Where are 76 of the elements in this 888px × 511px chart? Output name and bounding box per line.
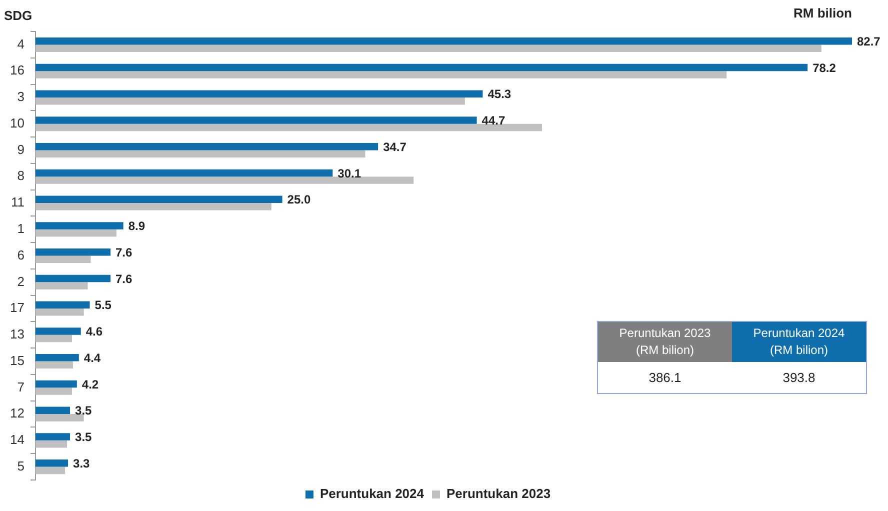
table-header-cell: Peruntukan 2024 (RM bilion)	[732, 322, 866, 362]
bar	[35, 414, 84, 422]
bar	[35, 248, 110, 256]
bar	[35, 169, 333, 177]
data-label: 82.7	[857, 34, 881, 48]
data-label: 7.6	[116, 272, 133, 286]
bar	[35, 150, 366, 158]
table-header-cell: Peruntukan 2023 (RM bilion)	[598, 322, 732, 362]
annotation: 386.1	[648, 369, 682, 387]
bar	[35, 176, 414, 184]
y-tick-label: 9	[17, 142, 24, 157]
bar	[35, 380, 77, 388]
bar	[35, 124, 542, 132]
y-tick-label: 2	[17, 274, 24, 289]
bar	[35, 328, 81, 335]
data-label: 3.3	[73, 456, 90, 470]
data-label: 7.6	[116, 245, 133, 260]
bar	[35, 71, 727, 78]
bar	[35, 196, 282, 204]
data-label: 78.2	[812, 60, 836, 75]
bar	[35, 388, 72, 395]
y-tick-label: 14	[10, 432, 24, 448]
bar	[35, 354, 79, 362]
data-label: 45.3	[488, 87, 512, 102]
data-label: 4.2	[82, 377, 99, 392]
y-tick-label: 11	[10, 194, 24, 210]
y-tick-label: 7	[17, 379, 24, 394]
y-axis-title: SDG	[4, 8, 32, 23]
y-tick-label: 10	[10, 115, 24, 130]
x-axis-title: RM bilion	[794, 5, 852, 20]
bar	[35, 143, 378, 150]
bar	[35, 222, 124, 230]
data-label: 25.0	[287, 192, 311, 207]
data-label: 30.1	[338, 166, 362, 180]
bar	[35, 406, 70, 414]
data-label: 4.4	[84, 350, 101, 365]
y-tick-label: 5	[17, 458, 24, 474]
bar	[35, 98, 465, 105]
bar	[35, 440, 68, 448]
data-label: 34.7	[383, 140, 407, 154]
bar	[35, 44, 822, 52]
y-tick-label: 16	[10, 62, 24, 78]
bar	[35, 38, 852, 45]
bar	[35, 90, 483, 98]
y-tick-label: 13	[10, 326, 24, 342]
y-tick-label: 15	[10, 352, 24, 368]
y-tick-label: 4	[17, 36, 24, 52]
y-tick-label: 6	[17, 247, 24, 262]
bar	[35, 282, 88, 290]
data-label: 4.6	[86, 324, 103, 339]
bar	[35, 433, 70, 440]
y-tick-label: 12	[10, 406, 24, 421]
bar	[35, 460, 68, 467]
data-label: 3.5	[75, 430, 92, 444]
data-label: 5.5	[94, 298, 112, 312]
bar	[35, 466, 66, 474]
bar	[35, 256, 91, 264]
bar	[35, 116, 477, 124]
y-tick-label: 8	[17, 168, 24, 184]
bar	[35, 361, 73, 369]
bar	[35, 334, 72, 342]
y-tick-label: 17	[10, 300, 24, 316]
y-tick-label: 3	[17, 89, 24, 104]
bar	[35, 308, 84, 316]
data-label: 3.5	[75, 404, 92, 418]
bar	[35, 301, 90, 309]
data-label: 44.7	[482, 114, 506, 128]
bar	[35, 274, 110, 282]
bar	[35, 229, 116, 237]
bar	[35, 64, 808, 72]
y-tick-label: 1	[17, 221, 24, 236]
bar	[35, 203, 272, 210]
annotation: 393.8	[782, 369, 816, 387]
data-label: 8.9	[128, 219, 146, 234]
legend-label: Peruntukan 2023	[446, 486, 551, 502]
legend-label: Peruntukan 2024	[320, 486, 425, 502]
